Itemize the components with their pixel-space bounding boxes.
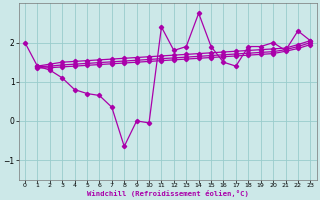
X-axis label: Windchill (Refroidissement éolien,°C): Windchill (Refroidissement éolien,°C) xyxy=(87,190,249,197)
